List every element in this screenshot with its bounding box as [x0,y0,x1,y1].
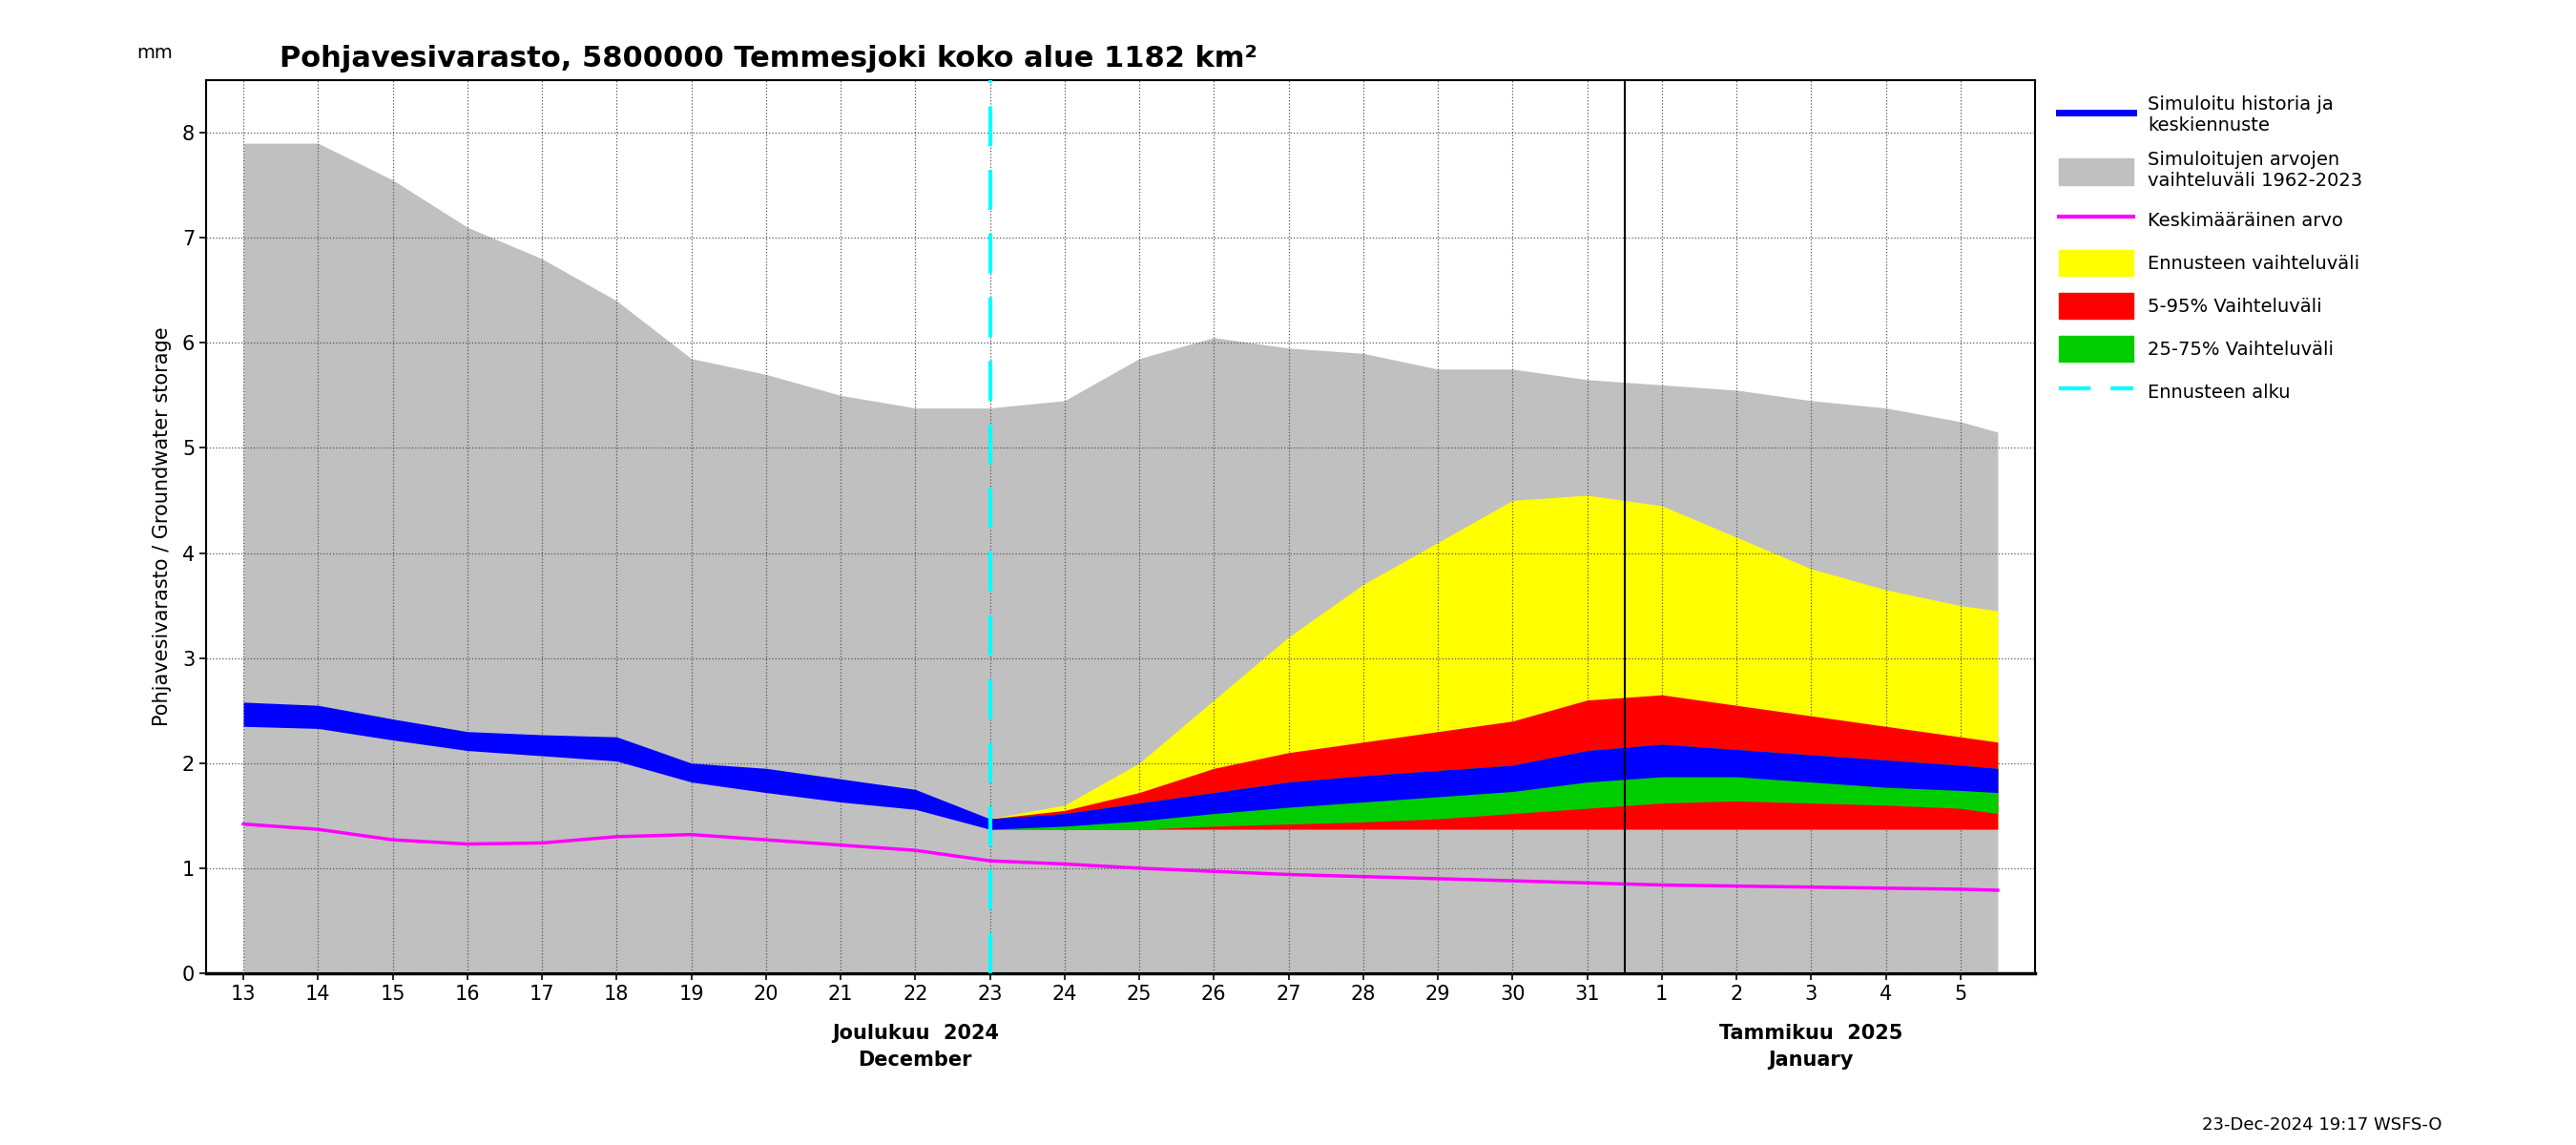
Text: 23-Dec-2024 19:17 WSFS-O: 23-Dec-2024 19:17 WSFS-O [2202,1116,2442,1134]
Y-axis label: Pohjavesivarasto / Groundwater storage: Pohjavesivarasto / Groundwater storage [152,327,173,726]
Text: January: January [1770,1050,1855,1069]
Text: December: December [858,1050,971,1069]
Text: mm: mm [137,45,173,62]
Text: Tammikuu  2025: Tammikuu 2025 [1718,1024,1904,1043]
Legend: Simuloitu historia ja
keskiennuste, Simuloitujen arvojen
vaihteluväli 1962-2023,: Simuloitu historia ja keskiennuste, Simu… [2053,89,2367,410]
Text: Pohjavesivarasto, 5800000 Temmesjoki koko alue 1182 km²: Pohjavesivarasto, 5800000 Temmesjoki kok… [278,45,1257,72]
Text: Joulukuu  2024: Joulukuu 2024 [832,1024,999,1043]
